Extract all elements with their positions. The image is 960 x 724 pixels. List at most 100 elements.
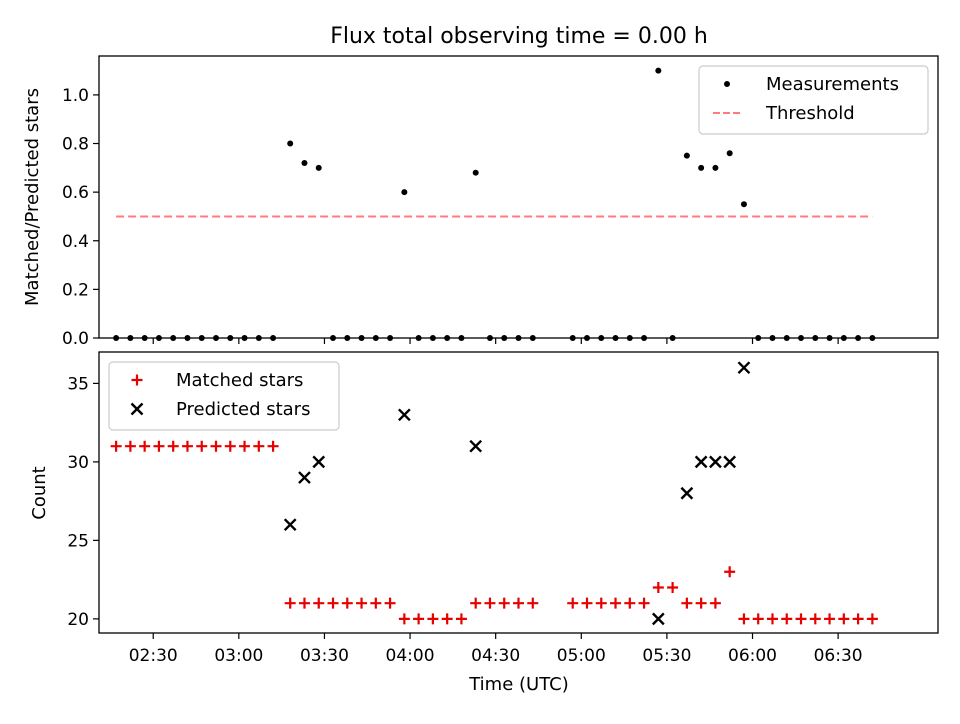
matched-stars-point — [124, 440, 136, 452]
matched-stars-point — [513, 597, 524, 609]
measurements-point — [486, 335, 493, 341]
x-tick-label: 03:00 — [214, 646, 263, 666]
measurements-point — [641, 335, 648, 341]
matched-stars-point — [738, 613, 750, 625]
matched-stars-point — [284, 597, 296, 609]
measurements-point — [141, 335, 148, 341]
predicted-stars-legend-label: Predicted stars — [176, 399, 310, 420]
measurements-point — [387, 335, 394, 341]
matched-stars-point — [298, 597, 310, 609]
matched-stars-point — [498, 597, 510, 609]
matched-stars-point — [370, 597, 382, 609]
matched-stars-point — [181, 440, 193, 452]
predicted-stars-point — [737, 361, 751, 375]
measurements-point — [755, 335, 762, 341]
matched-stars-point — [638, 597, 650, 609]
matched-stars-point — [724, 566, 736, 578]
measurements-legend-marker — [724, 81, 730, 87]
matched-stars-point — [427, 613, 439, 625]
measurements-point — [612, 335, 619, 341]
measurements-point — [598, 335, 605, 341]
top-y-tick-label: 0.4 — [62, 232, 89, 252]
measurements-point — [401, 189, 408, 196]
measurements-point — [626, 335, 633, 341]
x-axis-label: Time (UTC) — [468, 674, 569, 695]
measurements-point — [855, 335, 862, 341]
x-tick-label: 06:30 — [814, 646, 863, 666]
matched-stars-point — [356, 597, 368, 609]
matched-stars-point — [470, 597, 482, 609]
bottom-y-tick-label: 30 — [67, 453, 89, 473]
measurements-legend-label: Measurements — [766, 74, 899, 95]
matched-stars-legend-label: Matched stars — [176, 370, 303, 391]
matched-stars-point — [313, 597, 325, 609]
measurements-point — [472, 169, 479, 176]
measurements-point — [501, 335, 508, 341]
measurements-point — [372, 335, 379, 341]
measurements-point — [270, 335, 277, 341]
predicted-stars-point — [709, 455, 722, 469]
matched-stars-point — [398, 613, 410, 625]
bottom-y-tick-label: 20 — [67, 610, 89, 630]
measurements-point — [583, 335, 590, 341]
top-y-tick-label: 1.0 — [62, 86, 89, 106]
measurements-point — [213, 335, 220, 341]
top-legend: Measurements Threshold — [698, 65, 929, 135]
measurements-point — [826, 335, 833, 341]
predicted-stars-point — [723, 455, 737, 469]
matched-stars-point — [455, 613, 467, 625]
measurements-point — [769, 335, 776, 341]
matched-stars-point — [824, 613, 836, 625]
matched-stars-point — [624, 597, 636, 609]
measurements-point — [255, 335, 262, 341]
measurements-point — [170, 335, 177, 341]
matched-stars-point — [413, 613, 425, 625]
measurements-point — [515, 335, 522, 341]
matched-stars-point — [167, 440, 179, 452]
matched-stars-point — [139, 440, 151, 452]
matched-stars-point — [795, 613, 807, 625]
bottom-legend-box — [108, 361, 340, 431]
measurements-point — [712, 164, 719, 171]
matched-stars-point — [210, 440, 222, 452]
matched-stars-point — [752, 613, 764, 625]
measurements-point — [726, 150, 733, 157]
matched-stars-point — [809, 613, 821, 625]
measurements-point — [444, 335, 451, 341]
matched-stars-point — [610, 597, 622, 609]
bottom-y-axis-label: Count — [29, 466, 50, 519]
matched-stars-point — [267, 440, 279, 452]
top-y-tick-label: 0.2 — [62, 280, 89, 300]
measurements-point — [783, 335, 790, 341]
predicted-stars-point — [312, 455, 326, 469]
measurements-point — [358, 335, 365, 341]
measurements-point — [155, 335, 162, 341]
matched-stars-point — [681, 597, 693, 609]
x-tick-label: 03:30 — [300, 646, 349, 666]
measurements-point — [301, 159, 308, 166]
top-y-tick-label: 0.0 — [62, 329, 89, 349]
matched-stars-point — [667, 581, 679, 593]
x-tick-label: 02:30 — [129, 646, 178, 666]
x-tick-label: 04:30 — [471, 646, 520, 666]
measurements-point — [655, 67, 662, 74]
matched-stars-point — [224, 440, 236, 452]
matched-stars-point — [384, 597, 396, 609]
measurements-point — [415, 335, 422, 341]
matched-stars-point — [441, 613, 453, 625]
threshold-legend-label: Threshold — [765, 103, 855, 124]
matched-stars-point — [781, 613, 793, 625]
x-tick-label: 05:00 — [557, 646, 606, 666]
top-y-tick-label: 0.6 — [62, 183, 89, 203]
predicted-stars-point — [680, 486, 694, 500]
measurements-point — [113, 335, 120, 341]
predicted-stars-legend-marker — [130, 402, 144, 416]
matched-stars-point — [695, 597, 707, 609]
predicted-stars-point — [398, 408, 411, 422]
measurements-point — [740, 201, 747, 208]
top-y-axis-label: Matched/Predicted stars — [22, 88, 43, 306]
x-tick-label: 06:00 — [728, 646, 777, 666]
top-panel: 0.0 0.2 0.4 0.6 0.8 1.0 Measurements Threshold — [62, 55, 939, 349]
x-tick-label: 04:00 — [386, 646, 435, 666]
bottom-axes-frame — [98, 351, 939, 634]
